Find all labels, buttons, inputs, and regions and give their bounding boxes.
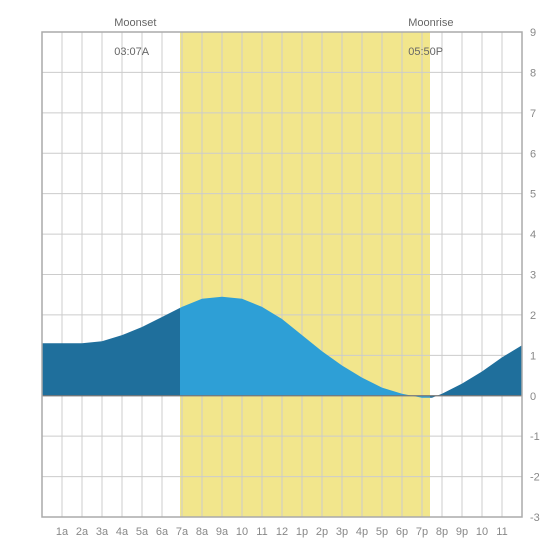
y-tick-label: -1: [530, 431, 540, 443]
x-tick-label: 1p: [296, 526, 308, 538]
x-tick-label: 4p: [356, 526, 368, 538]
y-tick-label: 7: [530, 108, 536, 120]
y-tick-label: -2: [530, 472, 540, 484]
x-tick-label: 4a: [116, 526, 129, 538]
x-tick-label: 6a: [156, 526, 169, 538]
grid: [42, 32, 522, 517]
x-tick-label: 3a: [96, 526, 109, 538]
tide-area-night-am: [42, 308, 180, 396]
y-tick-label: 0: [530, 391, 536, 403]
x-tick-label: 8a: [196, 526, 209, 538]
x-tick-label: 10: [236, 526, 248, 538]
y-tick-label: 4: [530, 229, 536, 241]
y-tick-label: 9: [530, 27, 536, 39]
moonrise-title: Moonrise: [408, 17, 453, 29]
x-tick-label: 10: [476, 526, 488, 538]
tide-chart: Moonset 03:07A Moonrise 05:50P -3-2-1012…: [0, 0, 550, 550]
x-tick-label: 1a: [56, 526, 69, 538]
x-tick-label: 12: [276, 526, 288, 538]
x-tick-label: 9a: [216, 526, 229, 538]
x-tick-label: 2a: [76, 526, 89, 538]
y-tick-label: -3: [530, 512, 540, 524]
moonrise-label: Moonrise 05:50P: [396, 2, 453, 73]
y-tick-label: 3: [530, 270, 536, 282]
y-tick-label: 2: [530, 310, 536, 322]
moonrise-time: 05:50P: [408, 46, 443, 58]
x-tick-label: 11: [256, 526, 267, 538]
x-tick-label: 7a: [176, 526, 189, 538]
x-tick-label: 6p: [396, 526, 408, 538]
x-tick-label: 5a: [136, 526, 149, 538]
moonset-title: Moonset: [114, 17, 156, 29]
x-tick-label: 7p: [416, 526, 428, 538]
x-tick-label: 5p: [376, 526, 388, 538]
x-tick-label: 2p: [316, 526, 328, 538]
x-tick-label: 9p: [456, 526, 468, 538]
y-tick-label: 8: [530, 67, 536, 79]
y-tick-label: 1: [530, 350, 536, 362]
y-tick-label: 5: [530, 189, 536, 201]
y-tick-label: 6: [530, 148, 536, 160]
x-tick-label: 3p: [336, 526, 348, 538]
tide-area-night-pm: [430, 345, 522, 398]
moonset-label: Moonset 03:07A: [102, 2, 156, 73]
x-tick-label: 11: [496, 526, 507, 538]
moonset-time: 03:07A: [114, 46, 149, 58]
chart-svg: -3-2-101234567891a2a3a4a5a6a7a8a9a101112…: [0, 0, 550, 550]
x-tick-label: 8p: [436, 526, 448, 538]
